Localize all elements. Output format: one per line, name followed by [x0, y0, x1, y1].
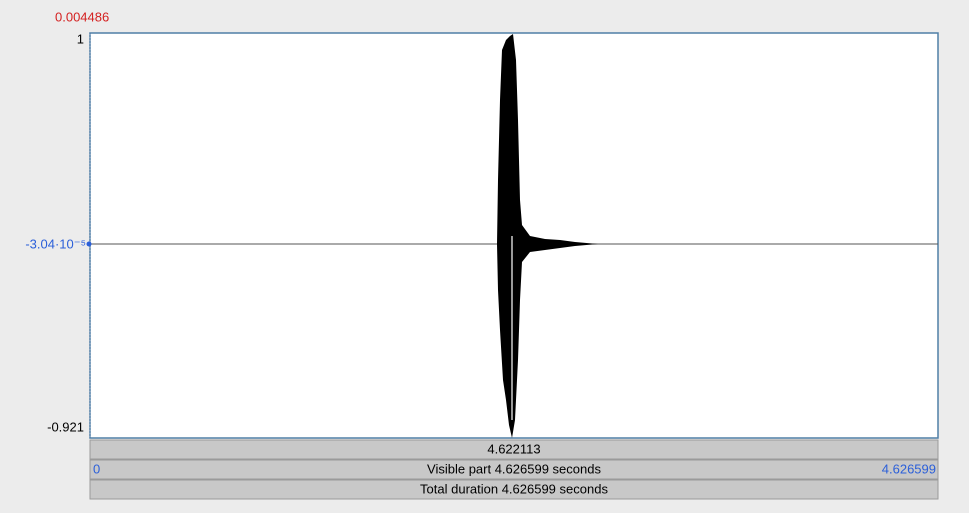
selection-bar[interactable]: [89, 439, 939, 460]
selection-time: 4.622113: [487, 441, 540, 456]
visible-bar[interactable]: [89, 459, 939, 480]
waveform: [497, 34, 598, 438]
visible-label: Visible part 4.626599 seconds: [427, 461, 601, 476]
cursor-value-label: -3.04·10⁻⁵: [25, 236, 86, 251]
cursor-value-marker: [86, 241, 92, 247]
cursor-time: 0.004486: [55, 9, 109, 24]
visible-end: 4.626599: [882, 461, 936, 476]
total-label: Total duration 4.626599 seconds: [420, 481, 608, 496]
y-max-label: 1: [77, 31, 84, 46]
y-min-label: -0.921: [47, 419, 84, 434]
total-bar[interactable]: [89, 479, 939, 500]
visible-start: 0: [93, 461, 100, 476]
